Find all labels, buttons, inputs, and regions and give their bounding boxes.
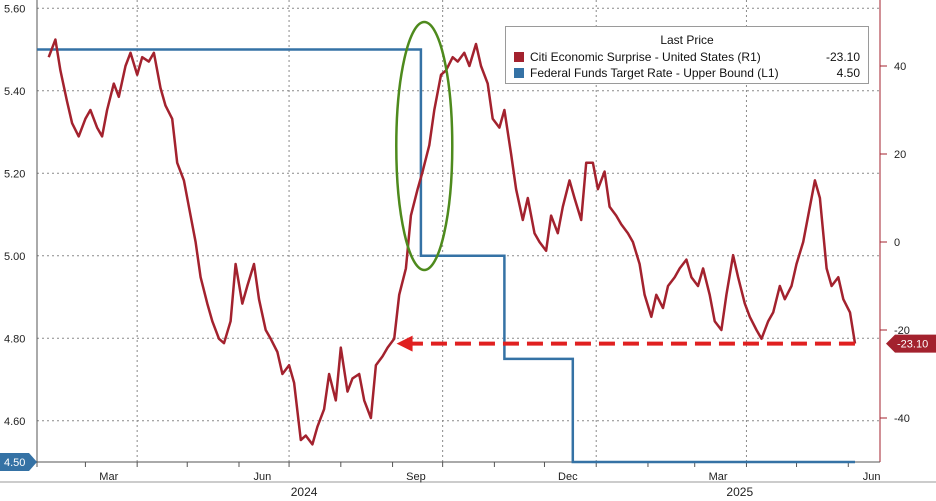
legend-row-surprise: Citi Economic Surprise - United States (… [514,49,860,64]
dashed-arrow-head [396,335,413,352]
x-axis-year-label: 2025 [726,485,753,499]
left-axis-tick-label: 5.40 [4,86,25,98]
highlight-ellipse [395,20,454,272]
right-axis-tick-label: 20 [894,149,906,161]
right-axis-tick-label: -40 [894,413,910,425]
legend-row-fedfunds: Federal Funds Target Rate - Upper Bound … [514,65,860,80]
legend-label-fedfunds: Federal Funds Target Rate - Upper Bound … [530,65,779,80]
legend-value-surprise: -23.10 [825,49,860,64]
series-layer [37,38,857,464]
left-axis-tick-label: 4.80 [4,333,25,345]
legend-title: Last Price [660,33,714,47]
legend: Last Price Citi Economic Surprise - Unit… [505,26,869,84]
legend-swatch-fedfunds [514,67,524,78]
right-axis-tick-label: 40 [894,61,906,73]
left-last-value-label: 4.50 [4,457,25,469]
legend-swatch-surprise [514,51,524,62]
x-axis-month-label: Mar [709,471,728,483]
legend-value-fedfunds: 4.50 [836,65,860,80]
legend-label-surprise: Citi Economic Surprise - United States (… [530,49,761,64]
x-axis-year-label: 2024 [291,485,318,499]
left-axis-tick-label: 5.20 [4,168,25,180]
annotation-layer: 4.50-23.10 [0,20,936,471]
fed-funds-rate-line [37,48,855,464]
x-axis-month-label: Jun [253,471,271,483]
right-axis-tick-label: -20 [894,325,910,337]
right-axis-tick-label: 0 [894,237,900,249]
left-last-value-tag [0,453,37,471]
x-axis-month-label: Dec [558,471,578,483]
left-axis-tick-label: 5.00 [4,251,25,263]
right-last-value-label: -23.10 [897,339,928,351]
left-axis-tick-label: 5.60 [4,3,25,15]
left-axis-tick-label: 4.60 [4,416,25,428]
x-axis-month-label: Mar [99,471,118,483]
citi-surprise-line [47,38,857,446]
right-last-value-tag [886,334,936,353]
x-axis-month-label: Jun [863,471,881,483]
x-axis-month-label: Sep [406,471,426,483]
